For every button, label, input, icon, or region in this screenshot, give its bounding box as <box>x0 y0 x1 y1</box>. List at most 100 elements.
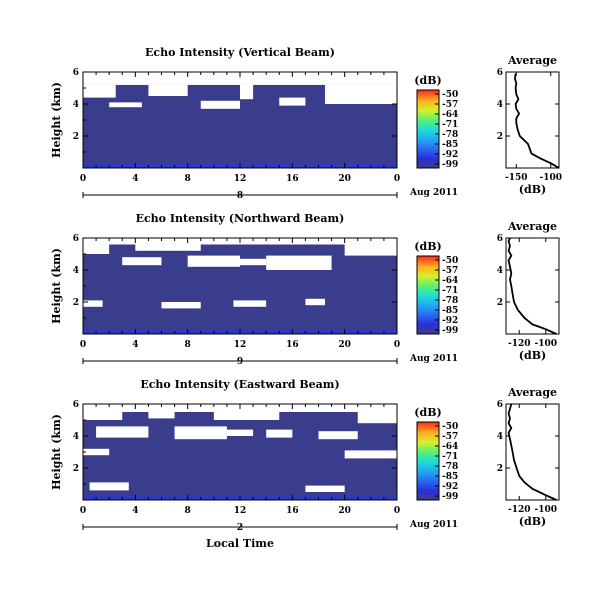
no-echo-gap <box>240 84 254 100</box>
average-x-tick-label: -120 <box>508 505 531 515</box>
average-title: Average <box>507 386 557 399</box>
no-echo-gap <box>83 72 397 85</box>
colorbar-tick-label: -57 <box>442 266 458 276</box>
average-y-tick-label: 6 <box>497 68 503 78</box>
x-tick-label: 4 <box>132 506 138 516</box>
panel-1: Echo Intensity (Vertical Beam) 0 4 8 12 16 20 0… <box>50 46 562 201</box>
colorbar-tick-label: -85 <box>442 306 458 316</box>
x-tick-label: 16 <box>286 340 299 350</box>
date-label: Aug 2011 <box>409 520 458 530</box>
no-echo-gap <box>135 244 201 251</box>
x-tick-label: 16 <box>286 174 299 184</box>
no-echo-gap <box>226 429 254 436</box>
colorbar-tick-label: -78 <box>442 462 458 472</box>
no-echo-gap <box>325 84 397 104</box>
colorbar-tick-label: -99 <box>442 160 458 170</box>
y-axis-label: Height (km) <box>50 248 63 324</box>
no-echo-gap <box>344 450 397 459</box>
average-profile-line <box>507 237 557 335</box>
colorbar-tick-label: -78 <box>442 130 458 140</box>
y-tick-label: 6 <box>73 400 79 410</box>
no-echo-gap <box>318 431 358 440</box>
panel-title: Echo Intensity (Eastward Beam) <box>140 378 339 391</box>
average-y-tick-label: 4 <box>497 266 503 276</box>
colorbar-tick-label: -57 <box>442 432 458 442</box>
no-echo-gap <box>344 244 397 256</box>
colorbar-tick-label: -92 <box>442 316 458 326</box>
x-tick-label: 8 <box>185 506 191 516</box>
x-tick-label: 0 <box>394 174 400 184</box>
average-title: Average <box>507 54 557 67</box>
no-echo-gap <box>305 485 345 492</box>
no-echo-gap <box>109 102 142 108</box>
colorbar-tick-label: -50 <box>442 422 458 432</box>
x-tick-label: 8 <box>185 340 191 350</box>
day-label: 9 <box>237 357 243 367</box>
average-y-tick-label: 4 <box>497 432 503 442</box>
average-y-tick-label: 6 <box>497 400 503 410</box>
no-echo-gap <box>357 412 397 424</box>
no-echo-gap <box>213 412 280 420</box>
no-echo-gap <box>174 426 227 440</box>
average-frame <box>505 71 560 169</box>
colorbar-tick-label: -71 <box>442 286 458 296</box>
colorbar-tick-label: -50 <box>442 90 458 100</box>
y-tick-label: 2 <box>73 298 79 308</box>
average-frame <box>505 237 560 335</box>
y-tick-label: 6 <box>73 234 79 244</box>
average-x-tick-label: -150 <box>505 173 528 183</box>
average-title: Average <box>507 220 557 233</box>
x-tick-label: 0 <box>80 174 86 184</box>
panel-title: Echo Intensity (Northward Beam) <box>136 212 345 225</box>
no-echo-gap <box>266 429 293 438</box>
no-echo-gap <box>83 412 123 420</box>
y-tick-label: 6 <box>73 68 79 78</box>
no-echo-gap <box>122 257 162 266</box>
average-frame <box>505 403 560 501</box>
colorbar-tick-label: -64 <box>442 442 458 452</box>
no-echo-gap <box>83 300 103 307</box>
average-y-tick-label: 6 <box>497 234 503 244</box>
average-x-label: (dB) <box>519 183 546 196</box>
average-x-tick-label: -100 <box>534 339 557 349</box>
colorbar-tick-label: -85 <box>442 140 458 150</box>
colorbar-tick-label: -78 <box>442 296 458 306</box>
colorbar-tick-label: -71 <box>442 452 458 462</box>
date-label: Aug 2011 <box>409 188 458 198</box>
colorbar-tick-label: -85 <box>442 472 458 482</box>
average-x-label: (dB) <box>519 515 546 528</box>
colorbar <box>416 255 440 335</box>
average-profile-line <box>513 73 560 169</box>
no-echo-gap <box>266 255 332 270</box>
y-tick-label: 4 <box>73 432 79 442</box>
colorbar-tick-label: -71 <box>442 120 458 130</box>
no-echo-gap <box>161 302 201 309</box>
colorbar <box>416 421 440 501</box>
y-tick-label: 2 <box>73 464 79 474</box>
no-echo-gap <box>83 448 110 456</box>
no-echo-gap <box>200 100 240 109</box>
panel-3: Echo Intensity (Eastward Beam) 0 4 8 12 16 20 0… <box>50 378 560 550</box>
colorbar-tick-label: -57 <box>442 100 458 110</box>
y-tick-label: 4 <box>73 100 79 110</box>
average-x-tick-label: -120 <box>508 339 531 349</box>
no-echo-gap <box>83 84 116 98</box>
colorbar-tick-label: -99 <box>442 492 458 502</box>
average-x-tick-label: -100 <box>539 173 562 183</box>
date-label: Aug 2011 <box>409 354 458 364</box>
colorbar <box>416 89 440 169</box>
y-tick-label: 4 <box>73 266 79 276</box>
colorbar-tick-label: -50 <box>442 256 458 266</box>
average-y-tick-label: 2 <box>497 298 503 308</box>
average-x-tick-label: -100 <box>534 505 557 515</box>
y-axis-label: Height (km) <box>50 82 63 158</box>
panel-2: Echo Intensity (Northward Beam)0 4 8 12 16 20… <box>50 212 560 367</box>
no-echo-gap <box>148 84 188 96</box>
x-tick-label: 0 <box>80 506 86 516</box>
x-tick-label: 0 <box>394 340 400 350</box>
x-tick-label: 4 <box>132 340 138 350</box>
no-echo-gap <box>148 412 175 419</box>
average-profile-line <box>507 403 557 501</box>
x-axis-label: Local Time <box>206 537 274 550</box>
no-echo-gap <box>240 258 267 266</box>
